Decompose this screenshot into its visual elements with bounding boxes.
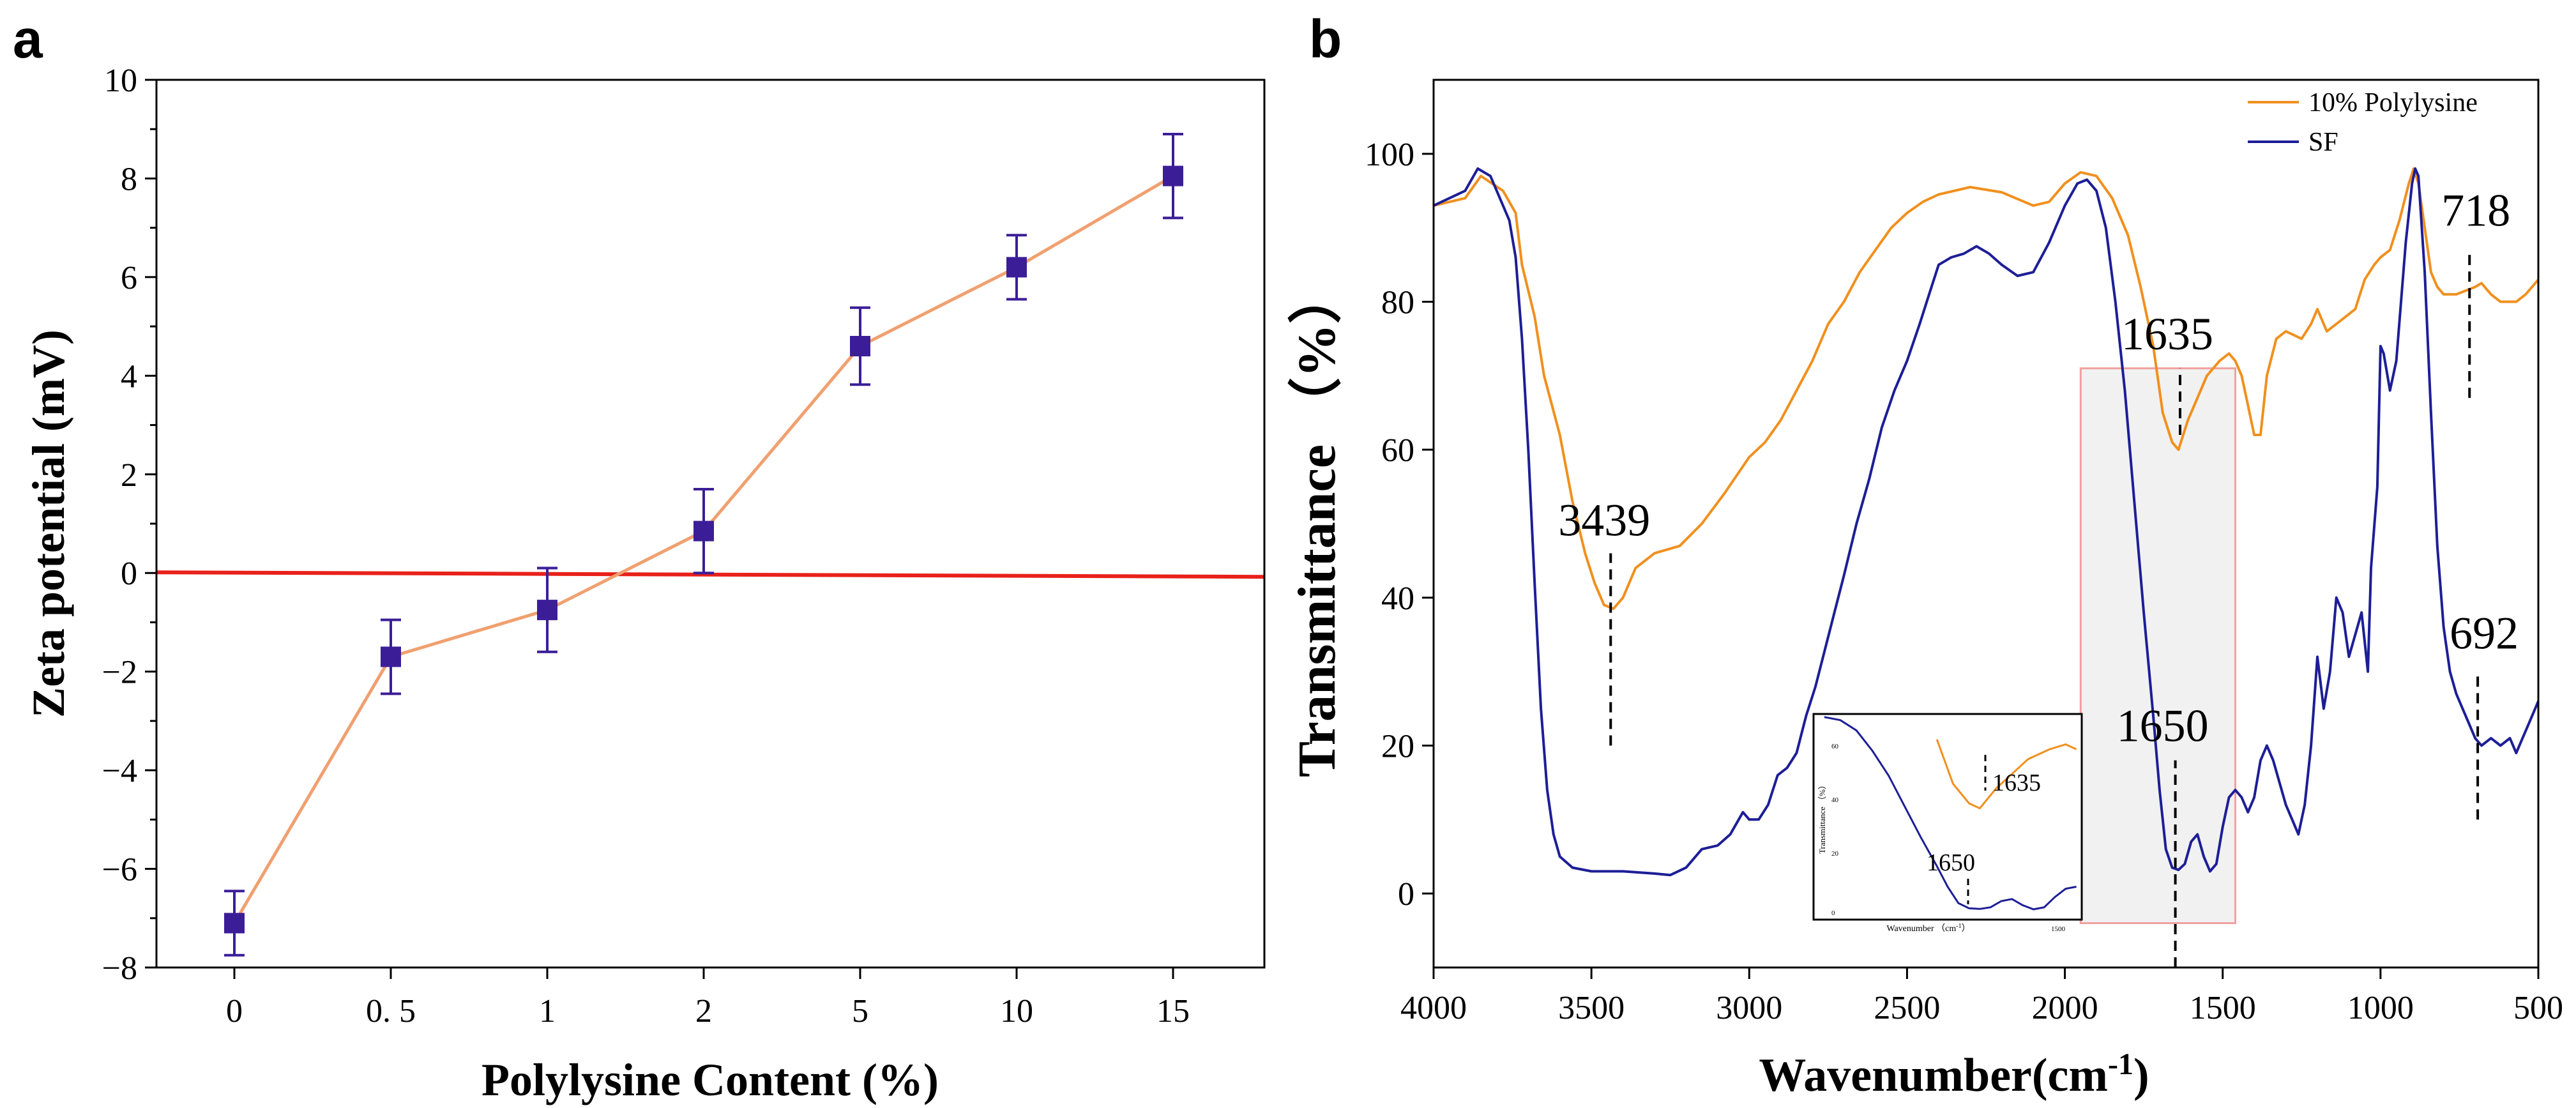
data-point: [224, 913, 245, 934]
y-tick-label: 60: [1381, 432, 1414, 469]
y-tick-label: 10: [104, 63, 137, 99]
y-tick-label: 8: [121, 161, 137, 197]
data-point: [1006, 257, 1027, 278]
peak-label-692: 692: [2450, 608, 2519, 659]
x-tick-label: 2000: [2032, 990, 2098, 1026]
y-tick-label: 80: [1381, 285, 1414, 321]
panel-b-legend: 10% Polylysine SF: [2248, 88, 2478, 157]
x-tick-label: 15: [1156, 993, 1190, 1029]
panel-a-plot-frame: [155, 79, 1266, 969]
data-point: [1163, 165, 1183, 186]
data-point: [850, 336, 870, 356]
inset-1635-label: 1635: [1992, 770, 2041, 796]
y-tick-label: 100: [1365, 137, 1414, 173]
panel-a-y-axis-title: Zeta potential (mV): [23, 330, 74, 718]
panel-b-peak-annotations: 3439 1635 1650 718 692: [1558, 185, 2519, 968]
inset-y-ticks: 60 40 20 0: [1831, 743, 1839, 917]
legend-label-sf: SF: [2308, 128, 2338, 157]
inset-y-tick: 60: [1831, 743, 1839, 750]
peak-label-1650: 1650: [2117, 701, 2209, 752]
y-tick-label: −2: [102, 655, 137, 691]
panel-b-inset: 1635 1650 60 40 20 0 1500 Wavenumber （cm…: [1812, 713, 2083, 934]
panel-a-y-tick-labels: −8 −6 −4 −2 0 2 4 6 8 10: [102, 63, 137, 987]
inset-line-10pct-polylysine: [1936, 739, 2077, 810]
x-tick-label: 1000: [2347, 990, 2414, 1026]
inset-x-axis-title: Wavenumber （cm-1）: [1886, 923, 1970, 934]
panel-a-series: [224, 132, 1183, 957]
x-tick-label: 2500: [1874, 990, 1940, 1026]
y-tick-label: −8: [102, 950, 137, 987]
series-line-sf: [1433, 167, 2540, 877]
inset-1650-label: 1650: [1927, 849, 1975, 876]
data-point: [381, 646, 401, 667]
panel-b-plot-frame: [1432, 79, 2540, 969]
x-tick-label: 10: [1000, 993, 1033, 1029]
y-tick-label: 2: [121, 457, 137, 494]
panel-b-y-axis-title: Transmittance （%）: [1287, 270, 1347, 777]
inset-line-sf: [1824, 716, 2077, 911]
zero-line: [156, 570, 1265, 579]
panel-a-letter: a: [13, 9, 43, 69]
y-tick-label: 0: [1398, 876, 1414, 913]
legend-label-10pct-polylysine: 10% Polylysine: [2308, 88, 2478, 118]
panel-a-x-tick-labels: 0 0. 5 1 2 5 10 15: [226, 993, 1190, 1029]
x-tick-label: 500: [2513, 990, 2563, 1026]
x-tick-label: 1: [539, 993, 556, 1029]
panel-a-x-axis-title: Polylysine Content (%): [481, 1054, 939, 1105]
peak-label-3439: 3439: [1558, 494, 1650, 545]
panel-b-y-tick-labels: 0 20 40 60 80 100: [1365, 137, 1414, 913]
y-tick-label: −6: [102, 852, 137, 888]
y-tick-label: 20: [1381, 729, 1414, 765]
panel-a-ticks: [145, 79, 1174, 979]
panel-b-ticks: [1422, 153, 2540, 979]
zoom-region-box: [2079, 367, 2236, 924]
x-tick-label: 0. 5: [366, 993, 416, 1029]
y-tick-label: 6: [121, 260, 137, 296]
panel-a-zeta-potential-chart: a −8 −6 −4 −2 0 2 4 6 8 10 0 0. 5 1 2 5 10 15 Polylysin…: [13, 9, 1266, 1105]
inset-series: [1824, 716, 2077, 911]
panel-a-zero-reference-line: [156, 570, 1265, 579]
x-tick-label: 3000: [1716, 990, 1782, 1026]
x-tick-label: 1500: [2190, 990, 2256, 1026]
inset-y-tick: 40: [1831, 796, 1839, 804]
panel-b-letter: b: [1309, 9, 1342, 69]
y-tick-label: 0: [121, 556, 137, 592]
panel-b-series: [1433, 167, 2540, 877]
x-tick-label: 0: [226, 993, 243, 1029]
panel-b-highlight-region: [2079, 367, 2236, 924]
inset-x-tick: 1500: [2051, 925, 2066, 933]
data-point: [693, 520, 714, 542]
y-tick-label: 4: [121, 358, 137, 395]
inset-y-tick: 20: [1831, 850, 1839, 858]
inset-y-tick: 0: [1831, 909, 1835, 917]
x-tick-label: 2: [695, 993, 712, 1029]
inset-y-axis-title: Transmittance （%）: [1817, 781, 1827, 854]
panel-b-x-tick-labels: 4000 3500 3000 2500 2000 1500 1000 500: [1400, 990, 2563, 1026]
x-tick-label: 5: [852, 993, 868, 1029]
y-tick-label: −4: [102, 753, 137, 789]
x-tick-label: 3500: [1558, 990, 1625, 1026]
y-tick-label: 40: [1381, 581, 1414, 617]
peak-label-718: 718: [2441, 185, 2510, 236]
peak-label-1635: 1635: [2121, 308, 2213, 360]
x-tick-label: 4000: [1400, 990, 1467, 1026]
inset-frame: [1812, 713, 2083, 921]
panel-b-x-axis-title: Wavenumber(cm-1): [1759, 1047, 2149, 1102]
data-point: [537, 600, 557, 621]
